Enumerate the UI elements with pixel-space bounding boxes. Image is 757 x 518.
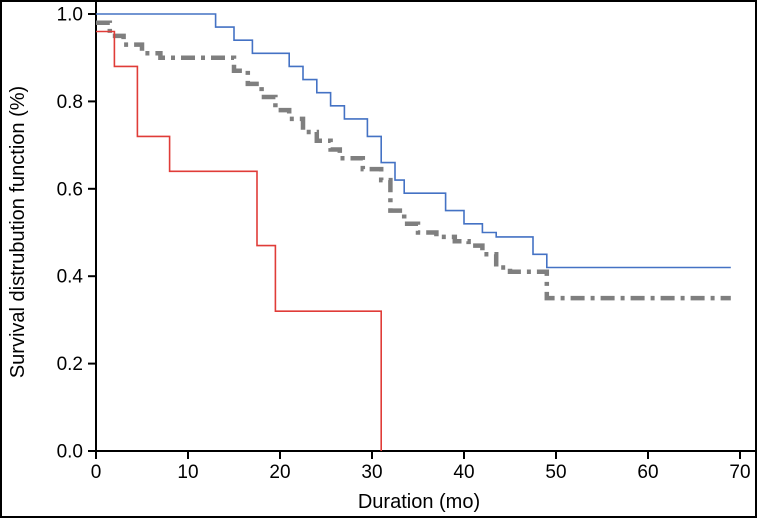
survival-curves: [96, 13, 731, 451]
y-tick-label: 0.4: [57, 267, 84, 288]
y-axis-title: Survival distrubution function (%): [7, 86, 29, 378]
series-path-gray-dash-dot: [96, 20, 731, 301]
series-path-red-solid: [96, 30, 382, 451]
x-tick-label: 60: [637, 462, 658, 483]
x-tick-label: 40: [453, 462, 474, 483]
x-tick-label: 30: [361, 462, 382, 483]
x-tick-label: 10: [177, 462, 198, 483]
x-tick-label: 20: [269, 462, 290, 483]
y-tick-label: 0.8: [57, 92, 83, 113]
series-path-blue-solid: [96, 13, 731, 269]
x-tick-label: 70: [729, 462, 750, 483]
x-axis-title: Duration (mo): [358, 491, 480, 513]
y-tick-label: 0.2: [57, 354, 83, 375]
x-tick-label: 0: [91, 462, 102, 483]
axis-ticks: 0 10 20 30 40 50 60 70 1.0 0.8 0.6 0.4 0.2 0.0: [57, 5, 751, 484]
x-tick-label: 50: [545, 462, 566, 483]
y-tick-label: 0.0: [57, 442, 83, 463]
y-tick-label: 0.6: [57, 179, 83, 200]
y-tick-label: 1.0: [57, 5, 83, 26]
